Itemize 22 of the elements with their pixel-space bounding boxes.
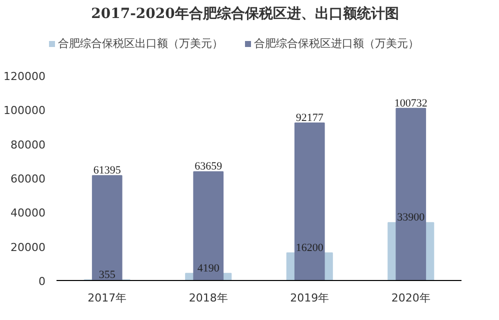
legend-label: 合肥综合保税区出口额（万美元） (58, 37, 223, 50)
y-tick-label: 120000 (4, 70, 46, 83)
x-tick-label: 2018年 (188, 292, 228, 304)
y-tick-label: 100000 (4, 104, 46, 118)
y-tick-label: 60000 (10, 172, 46, 186)
y-tick-label: 40000 (10, 206, 46, 220)
data-label: 61395 (93, 164, 122, 177)
x-tick-label: 2019年 (290, 292, 330, 304)
x-tick-label: 2017年 (88, 292, 127, 304)
y-tick-label: 20000 (10, 240, 46, 254)
data-label: 33900 (397, 212, 426, 224)
y-tick-label: 80000 (10, 138, 46, 152)
data-label: 100732 (394, 97, 428, 110)
x-tick-label: 2020年 (391, 292, 430, 304)
data-label: 63659 (194, 160, 223, 173)
data-label: 16200 (296, 242, 324, 254)
chart-title: 2017-2020年合肥综合保税区进、出口额统计图 (91, 4, 399, 24)
legend-label: 合肥综合保税区进口额（万美元） (254, 37, 419, 50)
y-tick-label: 0 (38, 275, 46, 288)
data-label: 92177 (296, 112, 324, 124)
data-label: 4190 (197, 262, 220, 274)
data-label: 355 (98, 268, 116, 281)
